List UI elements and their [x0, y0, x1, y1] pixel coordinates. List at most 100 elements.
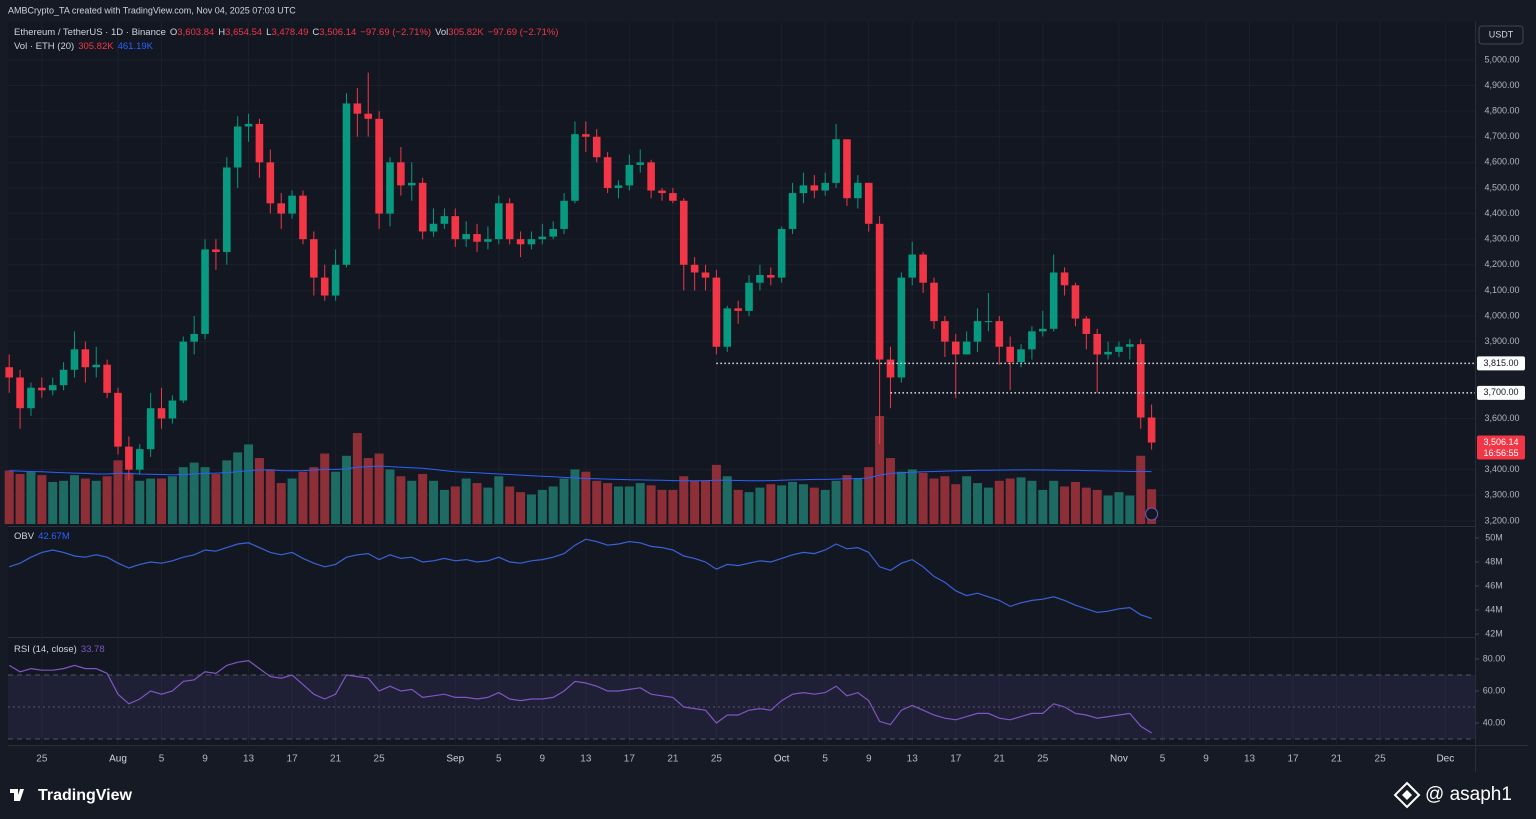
volume-bar: [581, 471, 591, 524]
legend-item: −97.69 (−2.71%): [360, 27, 432, 38]
candle-body: [658, 190, 666, 194]
alert-icon: [1145, 507, 1159, 521]
x-tick-label: 9: [202, 754, 208, 765]
candle-body: [864, 182, 873, 224]
y-tick-label: 3,600.00: [1484, 413, 1519, 423]
volume-bar: [15, 473, 25, 524]
volume-bar: [1060, 486, 1070, 524]
candle-body: [103, 364, 111, 393]
candle-body: [832, 139, 840, 183]
x-tick-label: 25: [1375, 754, 1387, 765]
candle-body: [92, 364, 101, 368]
author: @ asaph1: [1425, 784, 1512, 805]
y-tick-label: 4,600.00: [1484, 157, 1519, 167]
last-price-tag: [1477, 435, 1525, 460]
candle-body: [233, 126, 242, 168]
volume-bar: [4, 470, 14, 524]
candle-body: [1104, 351, 1112, 355]
candle-body: [397, 162, 405, 186]
y-tick-label: 4,500.00: [1484, 182, 1519, 192]
volume-bar: [59, 480, 69, 524]
candle-body: [277, 203, 285, 214]
candle-body: [527, 239, 536, 245]
candle-body: [777, 228, 786, 278]
y-tick-label: 4,700.00: [1484, 131, 1519, 141]
volume-bar: [48, 481, 58, 524]
volume-bar: [983, 487, 993, 524]
volume-bar: [439, 489, 449, 524]
candle-body: [897, 277, 906, 378]
volume-value: 305.82K: [78, 41, 114, 52]
legend-obv: OBV 42.67M: [14, 531, 74, 542]
candle-body: [679, 200, 688, 265]
volume-bar: [646, 485, 656, 524]
obv-value: 42.67M: [38, 531, 70, 542]
candle-body: [854, 182, 862, 199]
candle-body: [1039, 328, 1047, 332]
candle-body: [1028, 331, 1036, 350]
y-tick-label: 4,300.00: [1484, 234, 1519, 244]
x-tick-label: Sep: [446, 754, 464, 765]
x-tick-label: 25: [1037, 754, 1049, 765]
candle-body: [919, 254, 927, 283]
candle-body: [70, 349, 79, 370]
x-tick-label: 17: [1287, 754, 1299, 765]
candle-body: [201, 249, 209, 334]
x-tick-label: 5: [496, 754, 502, 765]
volume-bar: [744, 492, 754, 524]
candle-body: [331, 264, 340, 296]
volume-bar: [722, 476, 732, 524]
rsi-name: RSI (14, close): [14, 644, 77, 655]
level-label: 3,815.00: [1483, 358, 1518, 368]
volume-bar: [505, 486, 515, 524]
x-tick-label: Oct: [774, 754, 790, 765]
y-tick-label: 5,000.00: [1484, 54, 1519, 64]
candle-body: [614, 185, 623, 188]
y-tick-label: 4,200.00: [1484, 259, 1519, 269]
volume-bar: [788, 481, 798, 524]
volume-bar: [690, 480, 700, 524]
volume-bar: [124, 472, 134, 524]
candle-body: [16, 377, 24, 409]
candle-body: [157, 408, 166, 419]
volume-bar: [200, 467, 210, 524]
volume-bar: [711, 464, 721, 524]
candle-body: [310, 239, 318, 278]
rsi-value: 33.78: [80, 644, 105, 655]
candle-body: [701, 272, 710, 278]
rsi-band: [8, 675, 1475, 739]
volume-bar: [962, 476, 972, 524]
x-tick-label: 17: [950, 754, 962, 765]
volume-bar: [548, 486, 558, 524]
volume-bar: [679, 476, 689, 524]
candle-body: [1093, 333, 1101, 355]
y-tick-label: 4,000.00: [1484, 310, 1519, 320]
candle-body: [875, 223, 884, 360]
volume-bar: [1005, 478, 1015, 524]
level-label: 3,700.00: [1483, 387, 1518, 397]
x-tick-label: 25: [374, 754, 386, 765]
x-tick-label: 17: [287, 754, 299, 765]
volume-bar: [537, 489, 547, 524]
volume-bar: [853, 478, 863, 524]
grid: [8, 22, 1475, 745]
volume-bar: [37, 475, 47, 524]
x-tick-label: 25: [36, 754, 48, 765]
volume-bar: [624, 486, 634, 524]
x-tick-label: 9: [866, 754, 872, 765]
volume-bar: [1103, 495, 1113, 524]
legend-item: L: [266, 27, 272, 38]
volume-bar: [777, 485, 787, 524]
candle-body: [1006, 346, 1014, 363]
candle-body: [484, 239, 492, 242]
volume-bar: [1147, 489, 1157, 524]
volume-bar: [178, 467, 188, 524]
candle-body: [38, 387, 46, 391]
volume-ma-value: 461.19K: [117, 41, 153, 52]
candle-body: [179, 341, 188, 401]
legend-item: 3,478.49: [271, 27, 309, 38]
volume-bar: [222, 460, 232, 524]
candle-body: [364, 113, 373, 119]
legend: Ethereum / TetherUS · 1D · Binance O3,603…: [14, 27, 562, 38]
